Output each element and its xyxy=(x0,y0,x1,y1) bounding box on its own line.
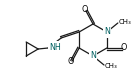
Text: CH₃: CH₃ xyxy=(119,19,132,25)
Text: O: O xyxy=(68,58,74,66)
Text: CH₃: CH₃ xyxy=(105,63,118,69)
Text: N: N xyxy=(104,27,110,37)
Text: N: N xyxy=(90,51,96,61)
Text: NH: NH xyxy=(49,42,61,51)
Text: O: O xyxy=(82,5,88,15)
Text: O: O xyxy=(121,43,127,53)
